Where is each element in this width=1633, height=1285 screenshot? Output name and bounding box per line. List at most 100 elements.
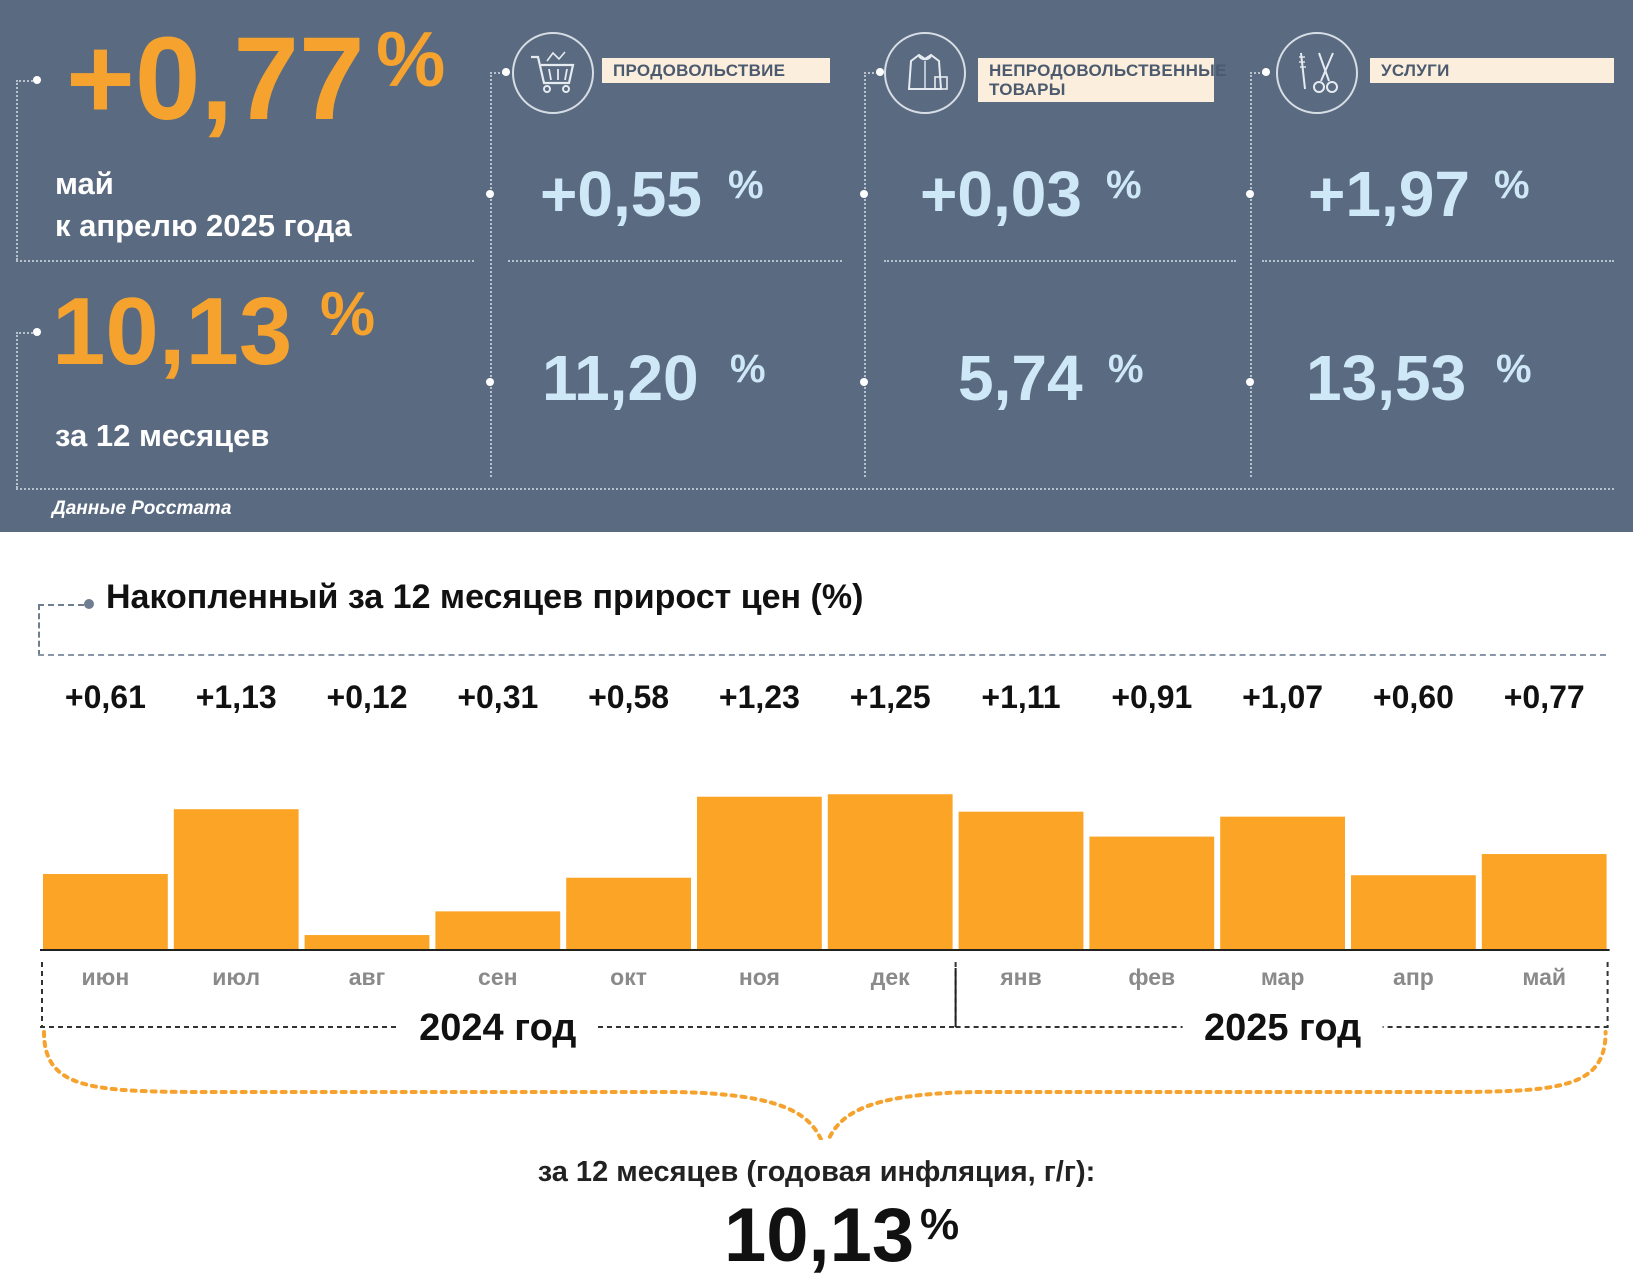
divider-line [1262, 260, 1614, 262]
value-label: +0,61 [65, 679, 146, 715]
divider-line [16, 488, 1614, 490]
bullet-dot [876, 68, 884, 76]
bullet-dot [486, 190, 494, 198]
category-food-annual-value: 11,20 [542, 342, 699, 414]
category-label-nonfood: НЕПРОДОВОЛЬСТВЕННЫЕ ТОВАРЫ [978, 58, 1227, 102]
bullet-dot [486, 378, 494, 386]
category-nonfood-annual-value: 5,74 [958, 342, 1083, 414]
month-label: фев [1128, 964, 1175, 990]
value-label: +0,12 [327, 679, 408, 715]
chart-title: Накопленный за 12 месяцев прирост цен (%… [106, 578, 864, 616]
category-label-nonfood-line2: ТОВАРЫ [989, 80, 1066, 99]
month-label: апр [1393, 964, 1434, 990]
bar-авг [304, 935, 430, 950]
left-bracket-line-2 [16, 332, 18, 488]
bullet-dot [33, 328, 41, 336]
value-label: +1,07 [1242, 679, 1323, 715]
value-label: +1,23 [719, 679, 800, 715]
divider-line [884, 260, 1236, 262]
annual-total-percent: % [920, 1200, 960, 1249]
value-label: +1,11 [981, 679, 1060, 715]
source-note: Данные Росстата [52, 498, 232, 519]
shopping-cart-icon [512, 32, 594, 114]
annual-total-value: 10,13 [724, 1193, 915, 1278]
bullet-dot [860, 190, 868, 198]
monthly-label-line2: к апрелю 2025 года [55, 208, 352, 243]
divider-line [16, 260, 474, 262]
value-label: +1,25 [850, 679, 931, 715]
bar-мар [1220, 816, 1345, 950]
chart-title-bracket [38, 604, 84, 656]
month-label: ноя [739, 964, 780, 990]
bar-янв [958, 811, 1084, 950]
annual-label: за 12 месяцев [55, 418, 270, 453]
bullet-dot [84, 599, 94, 609]
chart-title-underline [38, 654, 1606, 656]
value-label: +0,60 [1373, 679, 1454, 715]
bar-chart: +0,61 июн +1,13 июл +0,12 авг +0,31 сен +0,58 окт… [40, 679, 1610, 1140]
category-divider [1250, 72, 1252, 477]
bar-ноя [697, 796, 822, 950]
monthly-label-line1: май [55, 166, 114, 201]
divider-line [508, 260, 842, 262]
bullet-dot [1246, 190, 1254, 198]
annual-caption: за 12 месяцев (годовая инфляция, г/г): [537, 1156, 1096, 1188]
left-bracket-tick [16, 80, 36, 82]
left-bracket-line [16, 80, 18, 260]
bullet-dot [33, 76, 41, 84]
year-label-background [1182, 1005, 1383, 1045]
left-bracket-tick-2 [16, 332, 36, 334]
bar-июл [173, 809, 299, 950]
annual-inflation-percent: % [320, 280, 376, 349]
year-label-background [397, 1005, 598, 1045]
category-divider [490, 72, 492, 477]
category-tick [1250, 72, 1264, 74]
bar-апр [1351, 875, 1476, 950]
month-label: май [1522, 964, 1566, 990]
monthly-inflation-percent: % [376, 15, 446, 103]
value-label: +0,77 [1504, 679, 1585, 715]
bullet-dot [860, 378, 868, 386]
bullet-dot [1262, 68, 1270, 76]
bar-дек [827, 794, 953, 950]
month-label: дек [871, 964, 910, 990]
bar-июн [43, 873, 168, 950]
year-label: 2024 год [419, 1007, 576, 1049]
category-food-monthly-percent: % [728, 163, 764, 207]
category-services-monthly-value: +1,97 [1308, 158, 1470, 230]
category-tick [490, 72, 504, 74]
clothing-icon [884, 32, 966, 114]
category-divider [864, 72, 866, 477]
category-label-nonfood-line1: НЕПРОДОВОЛЬСТВЕННЫЕ [989, 61, 1227, 80]
category-services-monthly-percent: % [1494, 163, 1530, 207]
category-food-annual-percent: % [730, 347, 766, 391]
month-label: мар [1261, 964, 1305, 990]
category-label-food: ПРОДОВОЛЬСТВИЕ [602, 58, 830, 83]
value-label: +0,91 [1111, 679, 1192, 715]
month-label: янв [999, 964, 1041, 990]
category-food-monthly-value: +0,55 [540, 158, 702, 230]
month-label: июн [82, 964, 130, 990]
bar-сен [435, 911, 561, 950]
month-label: июл [212, 964, 260, 990]
category-tick [864, 72, 878, 74]
year-label: 2025 год [1204, 1007, 1361, 1049]
month-label: сен [478, 964, 517, 990]
bar-фев [1089, 836, 1215, 950]
summary-panel: +0,77 % май к апрелю 2025 года 10,13 % з… [0, 0, 1633, 532]
bullet-dot [1246, 378, 1254, 386]
category-nonfood-monthly-percent: % [1106, 163, 1142, 207]
bullet-dot [502, 68, 510, 76]
category-nonfood-annual-percent: % [1108, 347, 1144, 391]
category-label-services: УСЛУГИ [1370, 58, 1614, 83]
value-label: +0,31 [457, 679, 538, 715]
month-label: окт [610, 964, 647, 990]
annual-inflation-value: 10,13 [52, 278, 293, 385]
category-nonfood-monthly-value: +0,03 [920, 158, 1082, 230]
bar-май [1481, 854, 1607, 950]
curly-brace [42, 1030, 1608, 1140]
category-services-annual-percent: % [1496, 347, 1532, 391]
value-label: +1,13 [196, 679, 277, 715]
month-label: авг [349, 964, 386, 990]
bar-окт [566, 877, 691, 950]
